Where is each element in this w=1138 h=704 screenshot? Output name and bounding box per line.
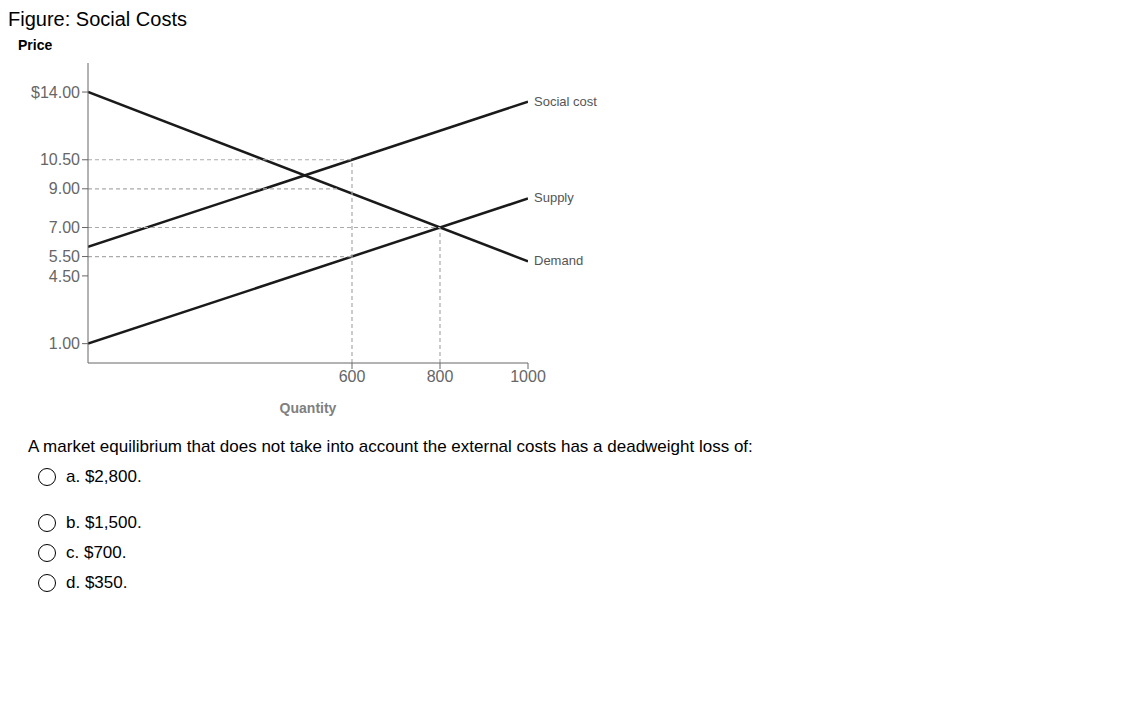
svg-text:$14.00: $14.00 <box>31 84 80 101</box>
svg-text:9.00: 9.00 <box>49 180 80 197</box>
svg-text:10.50: 10.50 <box>40 151 80 168</box>
html-text:b. $1,500.: b. $1,500. <box>66 513 142 532</box>
svg-text:1000: 1000 <box>510 368 546 385</box>
html-text:A market equilibrium that does: A market equilibrium that does not take … <box>28 437 753 456</box>
svg-text:Social cost: Social cost <box>534 94 597 109</box>
svg-text:Quantity: Quantity <box>280 400 337 416</box>
html-text:a. $2,800.: a. $2,800. <box>66 467 142 486</box>
svg-text:7.00: 7.00 <box>49 219 80 236</box>
svg-text:Demand: Demand <box>534 253 583 268</box>
svg-text:600: 600 <box>339 368 366 385</box>
svg-text:5.50: 5.50 <box>49 248 80 265</box>
svg-text:4.50: 4.50 <box>49 268 80 285</box>
html-text:d. $350.: d. $350. <box>66 573 128 592</box>
html-text:c. $700.: c. $700. <box>66 543 127 562</box>
svg-text:1.00: 1.00 <box>49 335 80 352</box>
svg-text:800: 800 <box>427 368 454 385</box>
svg-text:Supply: Supply <box>534 190 574 205</box>
html-text:Figure: Social Costs: Figure: Social Costs <box>8 8 187 30</box>
html-text:Price: Price <box>18 37 53 53</box>
